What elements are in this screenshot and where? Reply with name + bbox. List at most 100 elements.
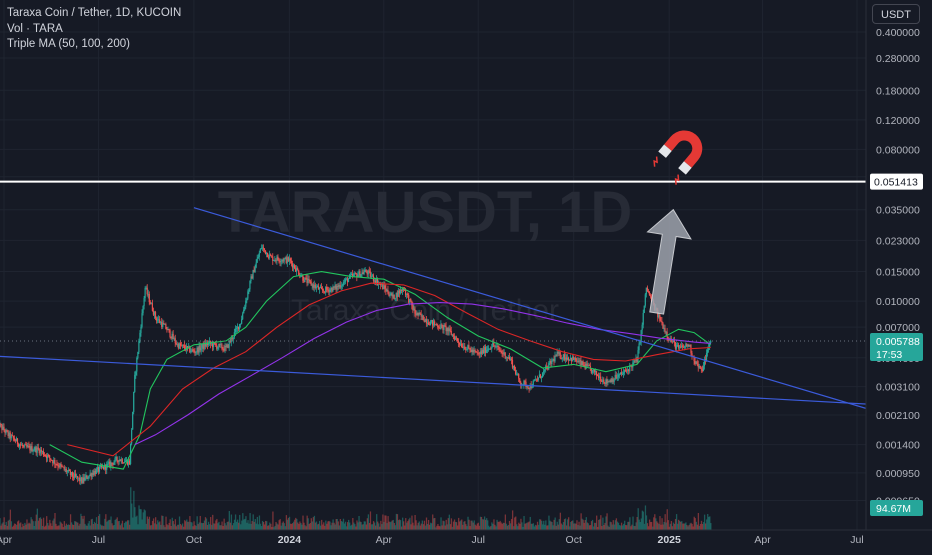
candle-body	[164, 324, 165, 325]
candle-body	[325, 287, 326, 293]
candle-body	[43, 451, 44, 455]
candle-body	[577, 361, 578, 362]
candle-body	[252, 270, 253, 279]
candle-body	[495, 346, 496, 347]
candle-body	[406, 294, 407, 295]
candle-body	[203, 344, 204, 349]
candle-body	[442, 325, 443, 330]
candle-body	[525, 382, 526, 387]
candle-body	[113, 462, 114, 465]
candle-body	[617, 377, 618, 378]
candle-body	[334, 285, 335, 287]
candle-body	[86, 476, 87, 479]
legend-symbol-line[interactable]: Taraxa Coin / Tether, 1D, KUCOIN	[7, 6, 181, 22]
candle-body	[650, 295, 651, 296]
price-tick-label: 0.180000	[876, 85, 920, 97]
price-tick-label: 0.000950	[876, 468, 920, 480]
candle-body	[257, 259, 258, 263]
candle-body	[294, 265, 295, 268]
candle-body	[460, 344, 461, 345]
candle-body	[592, 370, 593, 373]
candle-body	[565, 357, 566, 359]
candle-body	[486, 350, 487, 353]
candle-body	[375, 281, 376, 284]
candle-body	[500, 351, 501, 352]
candle-body	[300, 276, 301, 277]
candle-body	[560, 352, 561, 358]
candle-body	[597, 375, 598, 376]
candle-body	[38, 447, 39, 449]
candle-body	[605, 379, 606, 384]
candle-body	[506, 357, 507, 358]
candle-body	[37, 447, 38, 452]
candle-body	[508, 357, 509, 358]
candle-body	[499, 350, 500, 351]
candle-body	[624, 370, 625, 372]
candle-body	[463, 347, 464, 348]
candle-body	[365, 270, 366, 272]
candle-body	[663, 328, 664, 329]
candle-body	[647, 288, 648, 292]
candle-body	[685, 344, 686, 346]
candle-body	[15, 440, 16, 441]
candle-body	[259, 253, 260, 257]
candle-body	[527, 386, 528, 388]
candle-body	[77, 476, 78, 478]
candle-body	[544, 369, 545, 371]
candle-body	[17, 439, 18, 444]
candle-body	[634, 361, 635, 362]
candle-body	[57, 465, 58, 467]
candle-body	[147, 288, 148, 294]
candle-body	[434, 321, 435, 324]
time-tick-label: Oct	[566, 534, 582, 546]
candle-body	[695, 361, 696, 364]
candle-body	[505, 352, 506, 358]
candle-body	[664, 328, 665, 332]
candle-body	[249, 281, 250, 289]
candle-body	[627, 369, 628, 370]
candle-body	[532, 387, 533, 388]
candle-body	[265, 250, 266, 254]
candle-body	[642, 325, 643, 330]
candle-body	[303, 281, 304, 282]
candle-body	[567, 358, 568, 360]
candle-body	[346, 279, 347, 280]
candle-body	[611, 379, 612, 383]
candle-body	[420, 313, 421, 314]
candle-body	[18, 444, 19, 446]
candle-body	[235, 329, 236, 332]
candle-body	[95, 471, 96, 474]
candle-body	[422, 315, 423, 316]
candle-body	[139, 333, 140, 341]
candle-body	[219, 344, 220, 345]
candle-body	[468, 345, 469, 348]
candle-body	[564, 354, 565, 359]
candle-body	[251, 276, 252, 278]
candle-body	[311, 281, 312, 285]
candle-body	[149, 294, 150, 302]
candle-body	[260, 249, 261, 253]
candle-body	[68, 470, 69, 471]
candle-body	[439, 328, 440, 329]
current-price-label: 0.005788	[876, 336, 920, 348]
candle-body	[22, 445, 23, 446]
candle-body	[40, 450, 41, 453]
candle-body	[661, 321, 662, 323]
candle-body	[286, 257, 287, 262]
legend-ma-line[interactable]: Triple MA (50, 100, 200)	[7, 37, 181, 53]
candle-body	[386, 290, 387, 291]
currency-button[interactable]: USDT	[872, 4, 920, 24]
candle-body	[615, 375, 616, 380]
candle-body	[684, 346, 685, 348]
candle-body	[559, 352, 560, 353]
candle-body	[223, 349, 224, 351]
candle-body	[111, 462, 112, 463]
candle-body	[570, 358, 571, 360]
candle-body	[172, 334, 173, 338]
legend-volume-line[interactable]: Vol · TARA	[7, 22, 181, 38]
candle-body	[156, 318, 157, 320]
candle-body	[168, 329, 169, 330]
candle-body	[58, 466, 59, 467]
